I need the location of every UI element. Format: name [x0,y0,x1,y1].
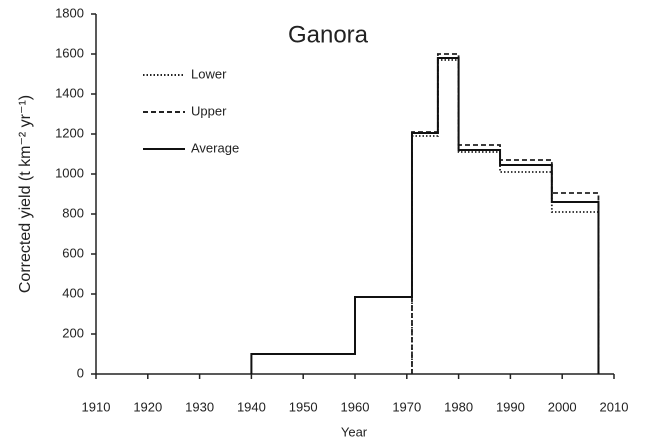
y-tick-label: 200 [62,325,84,340]
y-tick-label: 1600 [55,45,84,60]
step-line [411,53,600,374]
x-tick-label: 1930 [185,399,214,414]
y-tick-label: 1200 [55,125,84,140]
x-axis-label: Year [341,424,368,439]
y-tick-label: 0 [77,365,84,380]
step-line [250,57,600,374]
x-tick-label: 1990 [496,399,525,414]
legend-label: Average [191,140,239,155]
step-line [411,59,600,374]
chart-title: Ganora [288,21,369,48]
x-tick-label: 1940 [237,399,266,414]
y-tick-label: 1800 [55,5,84,20]
x-tick-label: 2010 [600,399,629,414]
y-tick-label: 1000 [55,165,84,180]
y-axis-label: Corrected yield (t km⁻² yr⁻¹) [17,95,34,293]
legend-label: Upper [191,103,227,118]
x-tick-label: 2000 [548,399,577,414]
x-tick-label: 1920 [133,399,162,414]
y-tick-label: 600 [62,245,84,260]
y-tick-label: 400 [62,285,84,300]
x-tick-label: 1960 [341,399,370,414]
legend-label: Lower [191,66,227,81]
x-tick-label: 1910 [82,399,111,414]
y-tick-label: 1400 [55,85,84,100]
x-tick-label: 1980 [444,399,473,414]
x-tick-label: 1970 [392,399,421,414]
y-tick-label: 800 [62,205,84,220]
x-tick-label: 1950 [289,399,318,414]
